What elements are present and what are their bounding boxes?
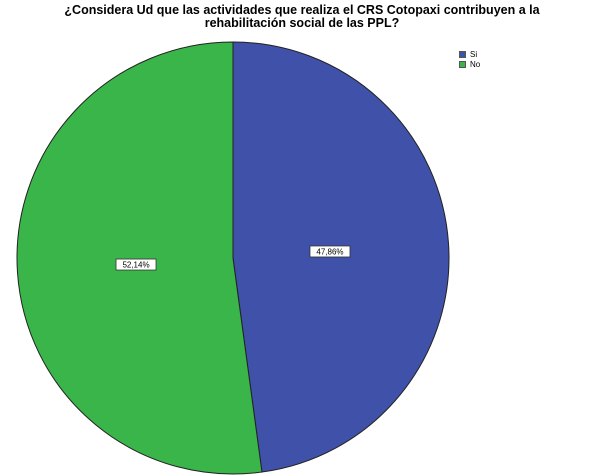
slice-label-no: 52,14% xyxy=(115,258,157,271)
svg-text:47,86%: 47,86% xyxy=(316,247,343,256)
svg-text:52,14%: 52,14% xyxy=(122,261,149,270)
legend-label-no: No xyxy=(470,59,481,69)
chart-legend: Si No xyxy=(459,49,480,69)
chart-title: ¿Considera Ud que las actividades que re… xyxy=(0,4,604,30)
pie-slice-no xyxy=(16,41,263,475)
chart-title-line-2: rehabilitación social de las PPL? xyxy=(204,16,400,30)
legend-swatch-no xyxy=(459,60,466,68)
slice-label-si: 47,86% xyxy=(309,245,351,258)
legend-item-no: No xyxy=(459,59,480,69)
legend-item-si: Si xyxy=(459,49,480,59)
legend-swatch-si xyxy=(459,50,466,58)
chart-title-line-1: ¿Considera Ud que las actividades que re… xyxy=(64,3,540,17)
legend-label-si: Si xyxy=(470,49,478,59)
